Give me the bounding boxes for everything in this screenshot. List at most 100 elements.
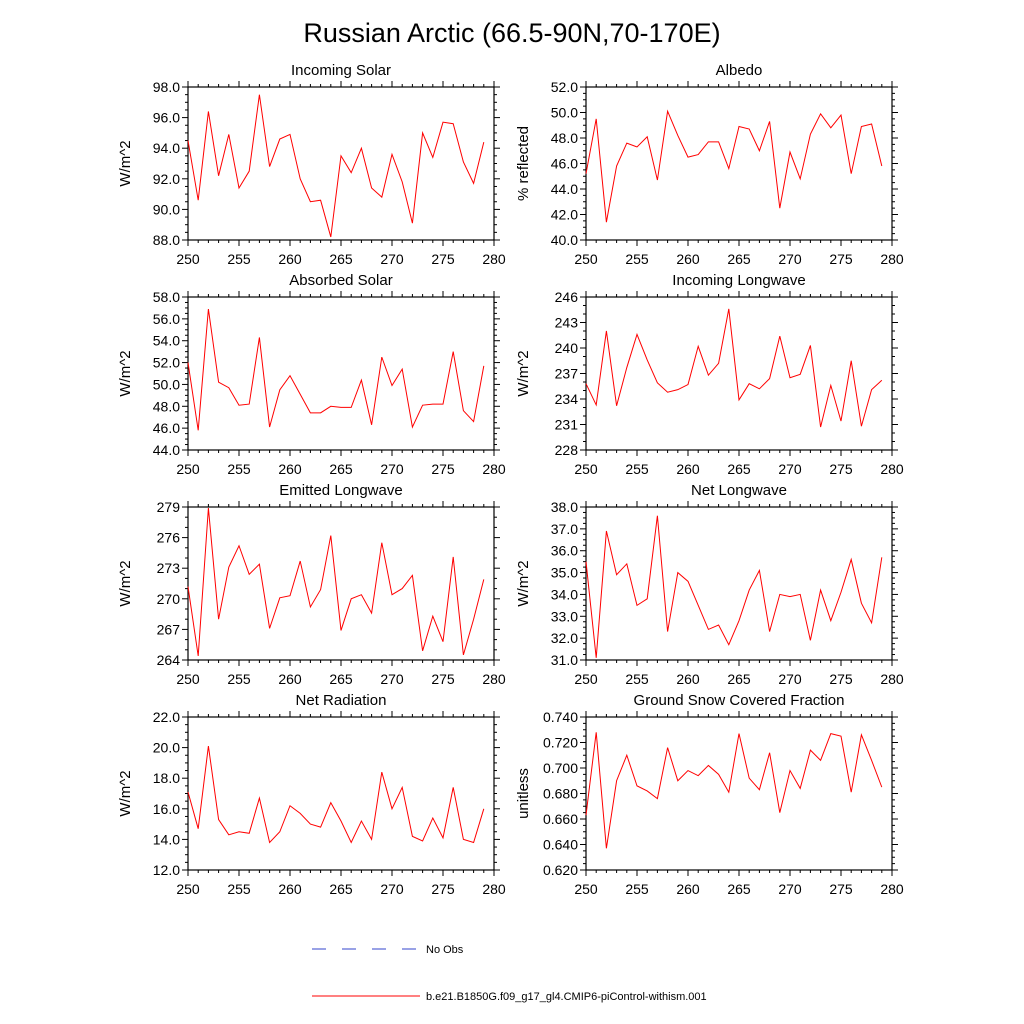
x-tick-label: 275 — [431, 881, 455, 897]
x-tick-label: 255 — [227, 461, 251, 477]
x-tick-label: 275 — [431, 671, 455, 687]
x-tick-label: 255 — [227, 671, 251, 687]
x-tick-label: 275 — [829, 461, 853, 477]
y-tick-label: 0.640 — [543, 837, 578, 853]
panel-title: Net Radiation — [296, 692, 387, 709]
series-line — [187, 507, 485, 656]
y-tick-label: 0.700 — [543, 760, 578, 776]
y-tick-label: 20.0 — [153, 740, 180, 756]
y-axis-label: W/m^2 — [117, 140, 134, 186]
y-tick-label: 54.0 — [153, 333, 180, 349]
panel-title: Emitted Longwave — [279, 482, 402, 499]
y-tick-label: 37.0 — [551, 521, 578, 537]
x-tick-label: 265 — [329, 461, 353, 477]
y-tick-label: 0.720 — [543, 735, 578, 751]
y-tick-label: 44.0 — [551, 181, 578, 197]
x-tick-label: 265 — [727, 461, 751, 477]
plot-frame — [187, 716, 495, 871]
x-tick-label: 255 — [625, 251, 649, 267]
y-axis-label: % reflected — [515, 126, 532, 201]
panel-title: Ground Snow Covered Fraction — [634, 692, 845, 709]
plot-frame — [187, 506, 495, 661]
x-tick-label: 280 — [482, 881, 506, 897]
x-tick-label: 280 — [880, 881, 904, 897]
y-tick-label: 94.0 — [153, 140, 180, 156]
x-tick-label: 280 — [880, 461, 904, 477]
y-tick-label: 38.0 — [551, 499, 578, 515]
y-tick-label: 36.0 — [551, 543, 578, 559]
y-tick-label: 273 — [157, 560, 181, 576]
y-axis-label: W/m^2 — [515, 560, 532, 606]
x-tick-label: 260 — [676, 461, 700, 477]
x-tick-label: 255 — [625, 881, 649, 897]
y-axis-label: W/m^2 — [117, 350, 134, 396]
x-tick-label: 270 — [778, 881, 802, 897]
x-tick-label: 255 — [227, 881, 251, 897]
panel-net-longwave: Net Longwave 250 255 260 265 270 275 280 31.0 32.… — [515, 482, 904, 687]
y-tick-label: 33.0 — [551, 608, 578, 624]
y-tick-label: 267 — [157, 621, 181, 637]
y-tick-label: 12.0 — [153, 862, 180, 878]
x-tick-label: 260 — [278, 251, 302, 267]
panels: Incoming Solar 250 255 260 265 270 275 280 88.0 9… — [117, 62, 904, 897]
x-tick-label: 270 — [778, 671, 802, 687]
x-tick-label: 260 — [676, 251, 700, 267]
x-tick-label: 250 — [574, 461, 598, 477]
y-tick-label: 264 — [157, 652, 181, 668]
y-tick-label: 56.0 — [153, 311, 180, 327]
x-tick-label: 250 — [574, 881, 598, 897]
y-tick-label: 0.680 — [543, 786, 578, 802]
y-tick-label: 88.0 — [153, 232, 180, 248]
y-tick-label: 58.0 — [153, 289, 180, 305]
panel-emitted-longwave: Emitted Longwave 250 255 260 265 270 275 280 264… — [117, 482, 506, 687]
x-tick-label: 265 — [727, 671, 751, 687]
panel-title: Incoming Solar — [291, 62, 391, 79]
panel-title: Net Longwave — [691, 482, 787, 499]
y-tick-label: 98.0 — [153, 79, 180, 95]
x-tick-label: 250 — [574, 671, 598, 687]
x-tick-label: 280 — [482, 671, 506, 687]
x-tick-label: 250 — [176, 881, 200, 897]
x-tick-label: 260 — [278, 881, 302, 897]
panel-ground-snow-covered-fraction: Ground Snow Covered Fraction 250 255 260 265… — [515, 692, 904, 897]
y-axis-label: W/m^2 — [117, 770, 134, 816]
x-tick-label: 270 — [380, 881, 404, 897]
x-tick-label: 250 — [574, 251, 598, 267]
y-tick-label: 44.0 — [153, 442, 180, 458]
y-tick-label: 231 — [555, 417, 579, 433]
x-tick-label: 260 — [278, 671, 302, 687]
y-axis-label: W/m^2 — [117, 560, 134, 606]
plot-frame — [585, 716, 893, 871]
x-tick-label: 280 — [482, 461, 506, 477]
series-line — [585, 732, 883, 849]
y-tick-label: 52.0 — [153, 355, 180, 371]
x-tick-label: 260 — [676, 881, 700, 897]
x-tick-label: 270 — [380, 461, 404, 477]
plot-frame — [585, 86, 893, 241]
y-tick-label: 270 — [157, 591, 181, 607]
y-tick-label: 22.0 — [153, 709, 180, 725]
panel-absorbed-solar: Absorbed Solar 250 255 260 265 270 275 280 44.0 4… — [117, 272, 506, 477]
x-tick-label: 275 — [431, 461, 455, 477]
panel-title: Incoming Longwave — [672, 272, 805, 289]
panel-title: Albedo — [716, 62, 763, 79]
y-tick-label: 279 — [157, 499, 181, 515]
x-tick-label: 275 — [829, 671, 853, 687]
x-tick-label: 270 — [778, 251, 802, 267]
x-tick-label: 275 — [829, 881, 853, 897]
x-tick-label: 265 — [329, 881, 353, 897]
y-tick-label: 276 — [157, 530, 181, 546]
panel-net-radiation: Net Radiation 250 255 260 265 270 275 280 12.0 14… — [117, 692, 506, 897]
x-tick-label: 270 — [380, 251, 404, 267]
y-tick-label: 46.0 — [153, 420, 180, 436]
y-tick-label: 52.0 — [551, 79, 578, 95]
series-line — [585, 109, 883, 223]
y-tick-label: 234 — [555, 391, 579, 407]
panel-incoming-solar: Incoming Solar 250 255 260 265 270 275 280 88.0 9… — [117, 62, 506, 267]
y-tick-label: 32.0 — [551, 630, 578, 646]
x-tick-label: 270 — [778, 461, 802, 477]
y-tick-label: 237 — [555, 366, 579, 382]
legend-label-model: b.e21.B1850G.f09_g17_gl4.CMIP6-piControl… — [426, 991, 707, 1003]
x-tick-label: 250 — [176, 251, 200, 267]
